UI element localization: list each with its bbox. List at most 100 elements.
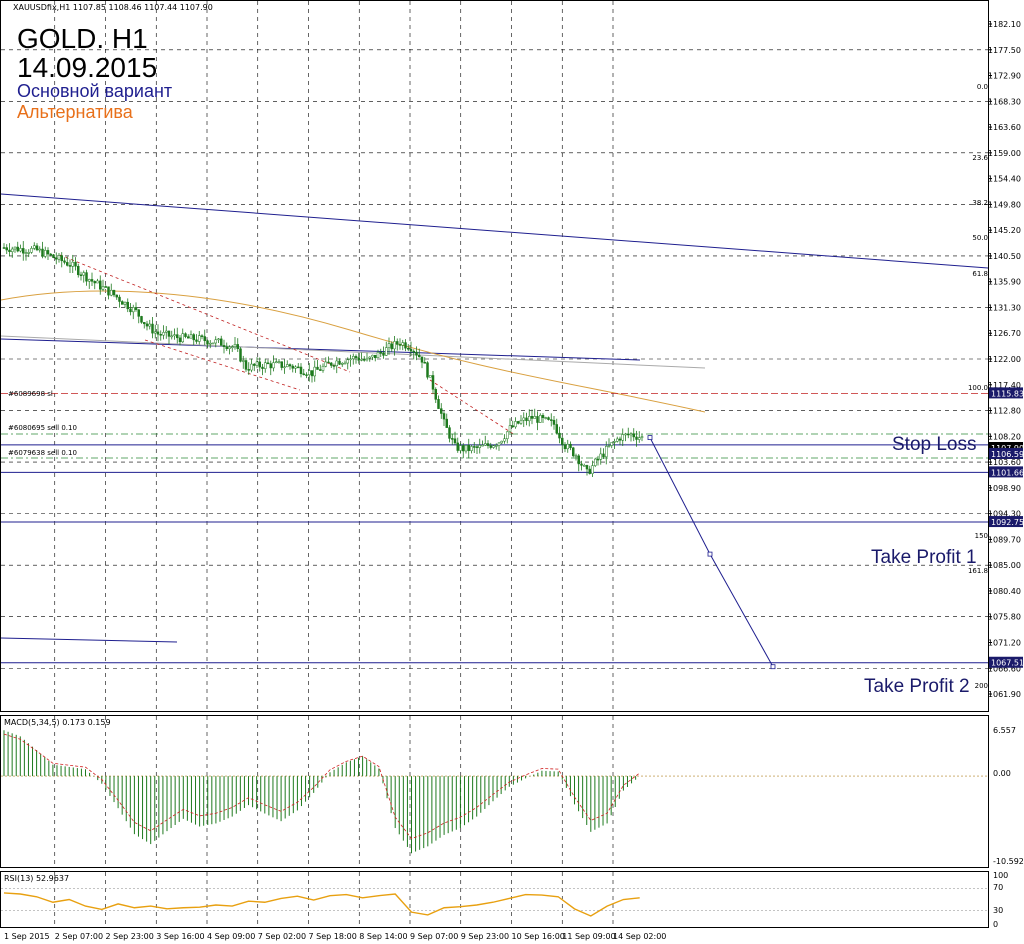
candle-body — [404, 342, 407, 349]
candle-body — [176, 334, 179, 339]
candle-body — [467, 445, 470, 451]
candle-body — [533, 416, 536, 419]
candle-body — [297, 366, 300, 369]
candle-body — [475, 446, 479, 448]
candle-body — [640, 436, 644, 438]
price-label: 1145.20 — [988, 226, 1021, 235]
candle-body — [335, 360, 338, 367]
candle-body — [602, 453, 605, 458]
fib-label: 100.0 — [968, 384, 988, 392]
candle-body — [239, 348, 242, 362]
candle-body — [291, 365, 294, 369]
fib-label: 61.8 — [972, 270, 988, 278]
time-label: 9 Sep 07:00 — [410, 932, 458, 941]
order-label: #6080695 sell 0.10 — [8, 424, 77, 432]
candle-body — [46, 250, 50, 255]
resistance-marker-bg — [989, 387, 1023, 399]
candle-body — [495, 445, 498, 447]
candle-body — [308, 370, 311, 376]
candle-body — [30, 248, 33, 253]
candle-body — [140, 316, 143, 323]
candle-body — [398, 344, 402, 346]
candle-body — [38, 248, 41, 251]
price-label: 1071.20 — [988, 638, 1021, 647]
candle-body — [445, 418, 448, 428]
candle-body — [192, 334, 195, 341]
ma-grey — [0, 335, 706, 369]
candle-body — [123, 301, 127, 305]
candle-body — [242, 360, 245, 362]
symbol-info: XAUUSDfix,H1 1107.85 1108.46 1107.44 110… — [13, 3, 213, 12]
candle-body — [143, 322, 146, 325]
candle-body — [85, 272, 88, 282]
rsi-panel[interactable] — [0, 871, 989, 928]
take-profit-2-marker: 1067.51 — [991, 659, 1024, 668]
candle-body — [558, 432, 561, 439]
price-label: 1172.90 — [988, 72, 1021, 81]
price-label: 1066.60 — [988, 664, 1021, 673]
candle-body — [209, 342, 212, 345]
candle-body — [500, 440, 503, 444]
fib-label: 150 — [975, 532, 988, 540]
chart-date: 14.09.2015 — [17, 52, 158, 83]
chart-title: GOLD. H1 — [17, 23, 148, 54]
candle-body — [264, 362, 267, 369]
candle-body — [247, 369, 250, 371]
candle-body — [41, 248, 44, 257]
candle-body — [635, 436, 638, 440]
candle-body — [104, 286, 107, 288]
candle-body — [275, 361, 278, 364]
candle-body — [110, 289, 113, 296]
candle-body — [426, 362, 429, 378]
candle-body — [49, 253, 52, 256]
legend-alt: Альтернатива — [17, 102, 133, 122]
candle-body — [588, 468, 591, 474]
candle-body — [393, 341, 396, 350]
candle-body — [283, 366, 286, 369]
candle-body — [156, 331, 160, 335]
price-label: 1168.30 — [988, 97, 1021, 106]
candle-body — [68, 265, 72, 267]
price-label: 1177.50 — [988, 46, 1021, 55]
candle-body — [594, 458, 597, 466]
time-label: 14 Sep 02:00 — [613, 932, 666, 941]
candle-body — [412, 350, 415, 353]
macd-label: MACD(5,34,5) 0.173 0.159 — [4, 718, 111, 727]
candle-body — [605, 446, 608, 458]
candle-body — [19, 248, 22, 252]
candle-body — [321, 365, 325, 371]
candle-body — [484, 443, 487, 446]
candle-body — [154, 331, 157, 334]
macd-panel[interactable] — [0, 715, 989, 868]
candle-body — [610, 442, 613, 446]
candle-body — [442, 413, 446, 420]
take-profit-1-marker: 1092.75 — [991, 518, 1024, 527]
candle-body — [506, 431, 509, 439]
candle-body — [52, 254, 55, 258]
candle-body — [165, 330, 168, 333]
candle-body — [621, 434, 624, 441]
main-chart-panel[interactable] — [0, 0, 989, 712]
candle-body — [401, 342, 404, 346]
candle-body — [497, 442, 501, 446]
candle-body — [66, 262, 69, 266]
candle-body — [407, 347, 410, 350]
candle-body — [200, 335, 204, 337]
candle-body — [572, 447, 575, 457]
candle-body — [299, 366, 303, 375]
candle-body — [112, 289, 116, 296]
candle-body — [198, 335, 201, 342]
price-label: 1182.10 — [988, 20, 1021, 29]
candle-body — [90, 279, 94, 282]
price-label: 1131.30 — [988, 303, 1021, 312]
candle-body — [420, 356, 424, 363]
price-label: 1112.80 — [988, 407, 1021, 416]
candle-body — [349, 358, 352, 361]
candle-body — [528, 416, 531, 422]
candle-body — [519, 419, 523, 424]
price-label: 1117.40 — [988, 381, 1021, 390]
price-label: 1159.00 — [988, 149, 1021, 158]
candle-body — [613, 441, 616, 443]
candle-body — [258, 361, 261, 368]
rsi-line — [3, 892, 640, 917]
